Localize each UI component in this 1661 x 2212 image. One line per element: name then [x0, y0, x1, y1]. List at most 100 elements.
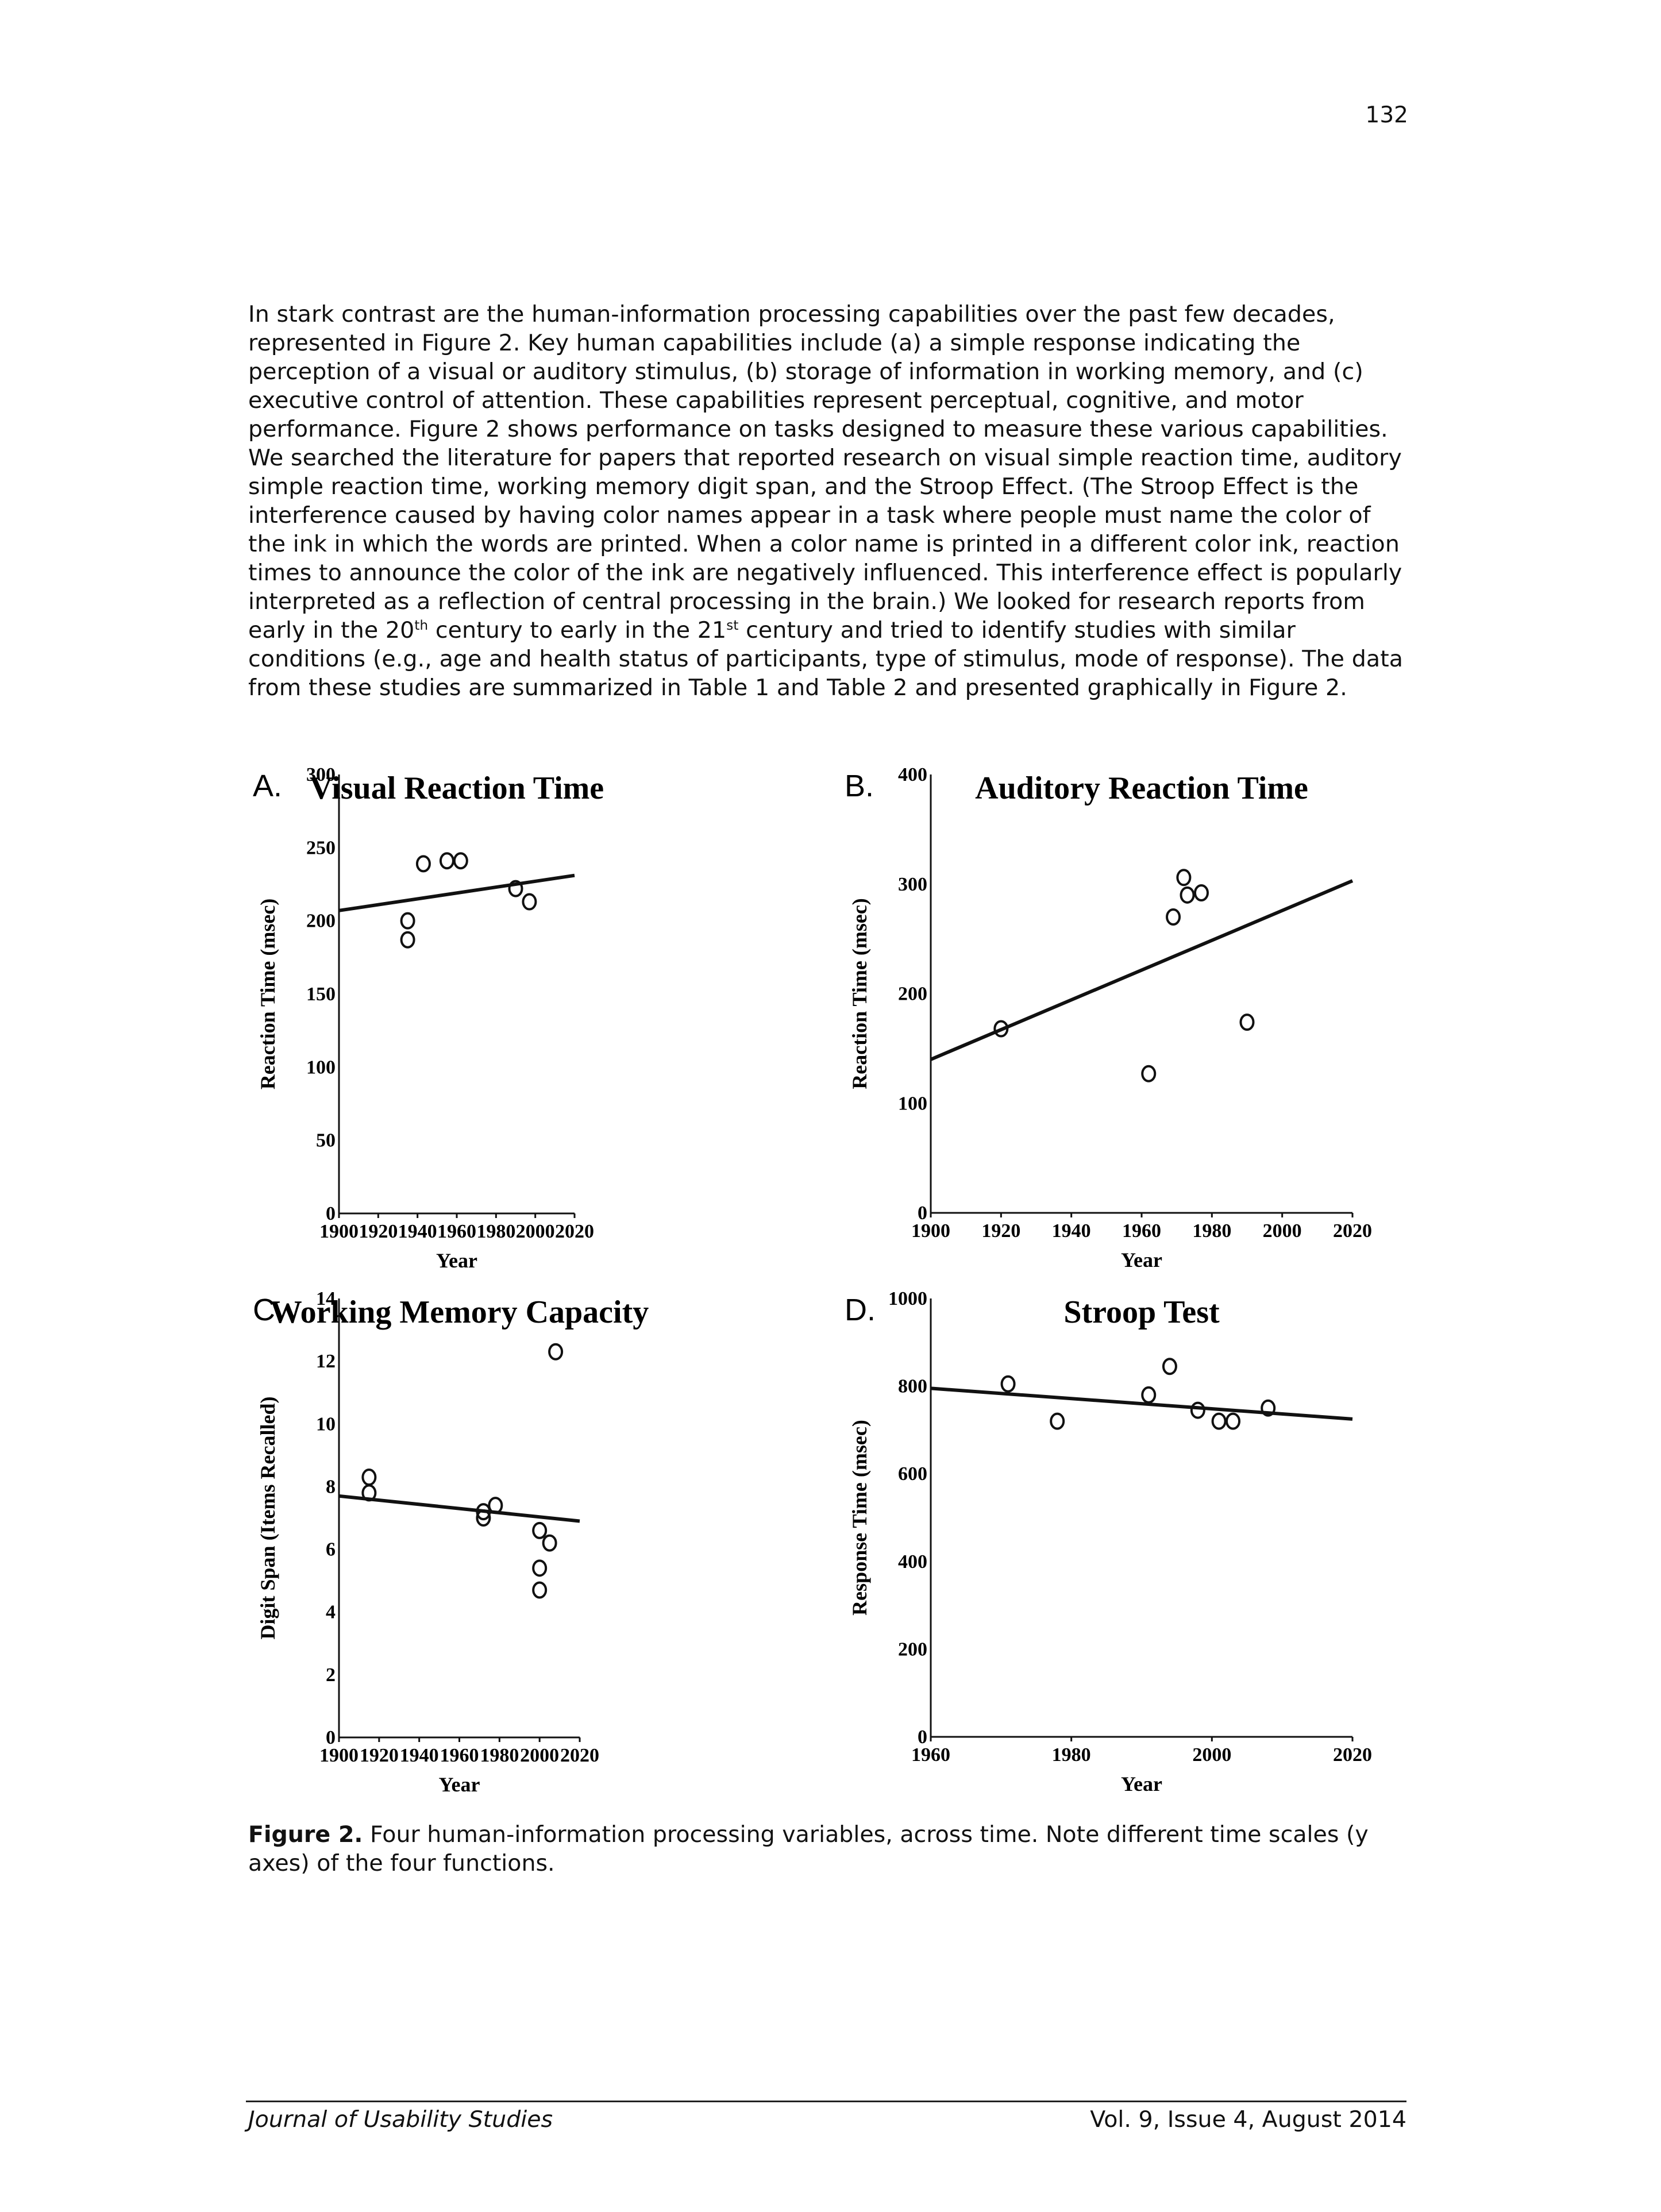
- page-number: 132: [1365, 102, 1408, 128]
- panel-title: Stroop Test: [1063, 1294, 1220, 1330]
- x-tick-label: 1900: [911, 1220, 950, 1242]
- y-tick-label: 0: [326, 1203, 336, 1224]
- x-axis-label: Year: [1121, 1248, 1162, 1271]
- body-paragraph: In stark contrast are the human-informat…: [248, 300, 1409, 702]
- y-axis-label: Reaction Time (msec): [848, 898, 871, 1089]
- data-point: [532, 1581, 548, 1599]
- x-tick-label: 2000: [520, 1745, 559, 1766]
- x-tick-label: 1980: [1052, 1744, 1091, 1766]
- data-point: [1261, 1399, 1276, 1417]
- y-tick-label: 4: [326, 1602, 336, 1623]
- y-tick-label: 100: [898, 1093, 927, 1114]
- body-text-part-1: In stark contrast are the human-informat…: [248, 301, 1402, 643]
- y-axis-label: Response Time (msec): [848, 1420, 871, 1616]
- x-tick-label: 2020: [1333, 1220, 1372, 1242]
- y-tick-label: 300: [898, 874, 927, 895]
- y-tick-label: 150: [306, 984, 336, 1005]
- chart-panel-d: D. Stroop Test 0 200 400 600 800 1000 1960 1980 20…: [839, 1287, 1413, 1833]
- data-point: [361, 1469, 377, 1486]
- x-axis-label: Year: [436, 1249, 477, 1272]
- y-tick-label: 800: [898, 1376, 927, 1397]
- panel-letter: D.: [845, 1293, 876, 1327]
- y-tick-label: 250: [306, 837, 336, 858]
- y-tick-label: 6: [326, 1539, 336, 1560]
- data-point: [1190, 1401, 1205, 1419]
- y-tick-label: 400: [898, 1551, 927, 1573]
- data-point: [361, 1484, 377, 1502]
- x-tick-label: 1960: [1122, 1220, 1161, 1242]
- trend-line: [930, 1386, 1353, 1421]
- data-point: [522, 893, 537, 911]
- data-point: [1193, 884, 1209, 902]
- x-tick-label: 1920: [360, 1745, 399, 1766]
- x-tick-label: 1900: [319, 1745, 359, 1766]
- y-tick-label: 10: [316, 1413, 336, 1435]
- y-tick-label: 1000: [888, 1288, 927, 1309]
- y-tick-label: 14: [316, 1288, 336, 1309]
- x-tick-label: 1900: [319, 1221, 359, 1242]
- x-tick-label: 1980: [1192, 1220, 1231, 1242]
- chart-panel-a: A. Visual Reaction Time 0 50 100 150 200 250 300…: [247, 763, 822, 1309]
- panel-title: Visual Reaction Time: [310, 770, 604, 806]
- y-tick-label: 200: [306, 911, 336, 932]
- data-point: [508, 880, 523, 897]
- data-point: [532, 1521, 548, 1539]
- x-axis-label: Year: [1121, 1772, 1162, 1795]
- chart-panel-b: B. Auditory Reaction Time 0 100 200 300 400 190…: [839, 763, 1413, 1309]
- x-tick-label: 1980: [476, 1221, 515, 1242]
- x-tick-label: 1960: [440, 1745, 479, 1766]
- y-tick-label: 100: [306, 1057, 336, 1078]
- data-point: [1166, 908, 1181, 926]
- y-tick-label: 50: [316, 1130, 336, 1151]
- data-point: [476, 1503, 491, 1521]
- x-tick-label: 1960: [437, 1221, 476, 1242]
- x-axis-label: Year: [439, 1773, 480, 1796]
- y-tick-label: 300: [306, 764, 336, 785]
- y-tick-label: 0: [918, 1727, 927, 1748]
- data-point: [1050, 1412, 1065, 1430]
- data-point: [400, 912, 415, 930]
- data-point: [1211, 1412, 1227, 1430]
- footer-issue: Vol. 9, Issue 4, August 2014: [1090, 2106, 1406, 2133]
- x-tick-label: 2000: [1192, 1744, 1231, 1766]
- data-point: [415, 855, 431, 873]
- superscript-th: th: [414, 618, 429, 633]
- caption-label: Figure 2.: [248, 1821, 363, 1848]
- trend-line: [930, 879, 1354, 1061]
- y-tick-label: 400: [898, 764, 927, 785]
- x-tick-label: 1940: [398, 1221, 437, 1242]
- x-tick-label: 2020: [1333, 1744, 1372, 1766]
- data-point: [400, 931, 415, 949]
- panel-title: Working Memory Capacity: [270, 1294, 649, 1330]
- x-tick-label: 1920: [981, 1220, 1020, 1242]
- data-point: [1141, 1386, 1157, 1404]
- data-point: [453, 852, 468, 870]
- trend-line: [338, 873, 575, 912]
- caption-text: Four human-information processing variab…: [248, 1821, 1369, 1876]
- panel-letter: C.: [253, 1293, 284, 1327]
- y-tick-label: 200: [898, 1639, 927, 1660]
- y-tick-label: 2: [326, 1664, 336, 1686]
- trend-line: [338, 1494, 580, 1523]
- x-tick-label: 1940: [1052, 1220, 1091, 1242]
- x-tick-label: 2000: [1263, 1220, 1302, 1242]
- x-tick-label: 2000: [516, 1221, 555, 1242]
- data-point: [1162, 1358, 1177, 1375]
- y-tick-label: 0: [918, 1203, 927, 1224]
- data-point: [1176, 869, 1192, 887]
- y-axis-label: Digit Span (Items Recalled): [256, 1397, 279, 1640]
- data-point: [1180, 886, 1195, 904]
- y-tick-label: 0: [326, 1727, 336, 1748]
- data-point: [1141, 1065, 1157, 1082]
- chart-panel-c: C. Working Memory Capacity 0 2 4 6 8 10 12 14 1900…: [247, 1287, 822, 1833]
- data-point: [439, 852, 454, 870]
- figure-caption: Figure 2. Four human-information process…: [248, 1820, 1415, 1878]
- footer-rule: [246, 2101, 1406, 2102]
- x-tick-label: 1960: [911, 1744, 950, 1766]
- data-point: [1000, 1375, 1016, 1393]
- body-text-part-2: century to early in the 21: [428, 617, 727, 643]
- y-tick-label: 12: [316, 1351, 336, 1372]
- panel-letter: A.: [253, 769, 282, 803]
- data-point: [476, 1509, 491, 1527]
- y-tick-label: 200: [898, 984, 927, 1005]
